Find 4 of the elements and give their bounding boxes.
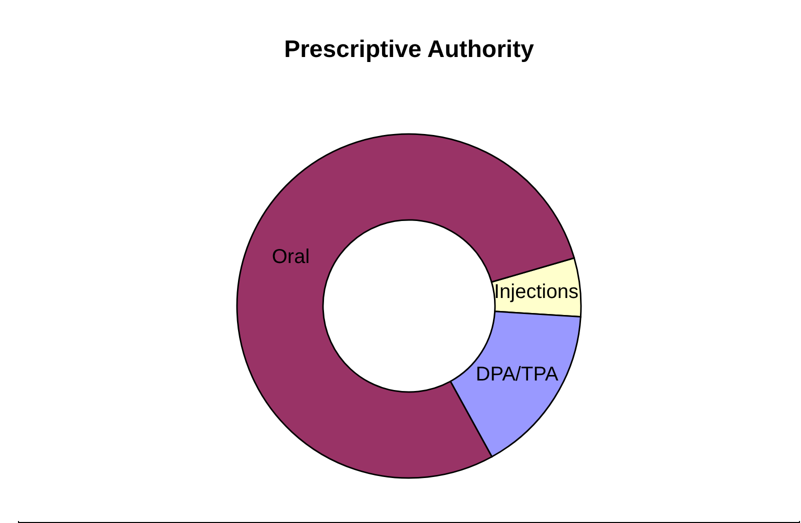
slice-label: Oral <box>272 246 310 268</box>
slice-label: Injections <box>494 280 578 303</box>
slice-label: DPA/TPA <box>476 364 560 386</box>
chart-title: Prescriptive Authority <box>284 36 535 63</box>
